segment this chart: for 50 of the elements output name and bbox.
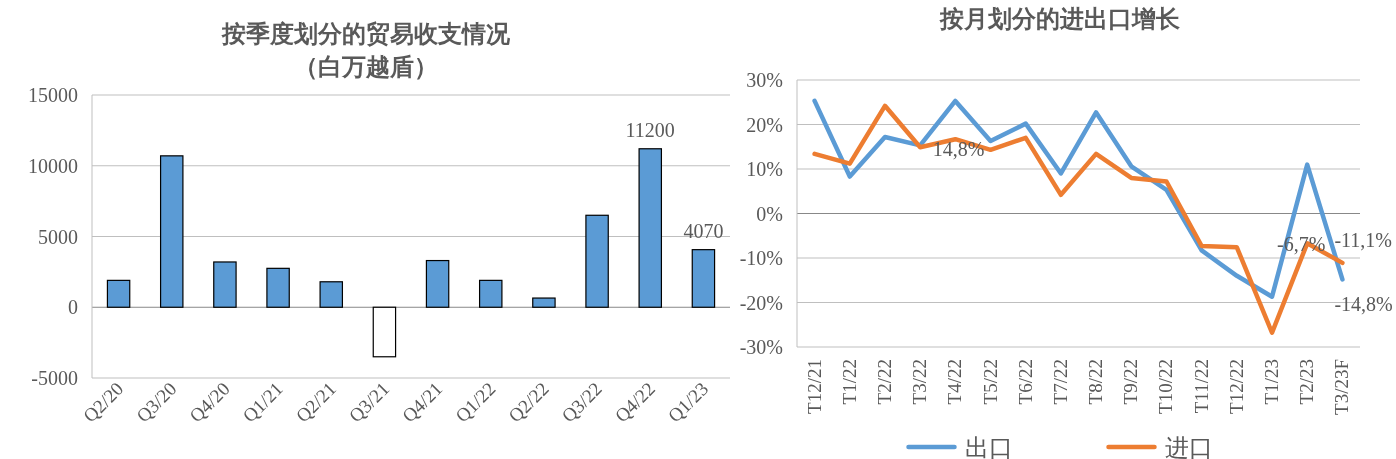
x-tick-label: T3/22 [909, 359, 931, 405]
x-tick-label: T12/22 [1225, 359, 1247, 414]
annotation: -14,8% [1334, 293, 1393, 316]
y-tick-label: 5000 [38, 225, 78, 248]
data-label: 11200 [625, 118, 675, 141]
chart-title: 按月划分的进出口增长 [939, 6, 1180, 32]
x-tick-label: T2/23 [1296, 359, 1318, 405]
bar [585, 214, 609, 308]
y-tick-label: 0% [756, 202, 783, 225]
bar [319, 281, 344, 308]
legend-label: 出口 [964, 435, 1013, 459]
x-tick-label: T8/22 [1085, 359, 1107, 405]
x-tick-label: T12/21 [803, 359, 825, 414]
y-tick-label: 0 [68, 296, 78, 319]
y-tick-label: 30% [746, 69, 783, 91]
bar [638, 148, 663, 308]
chart-subtitle: （白万越盾） [294, 54, 438, 80]
x-tick-label: T11/22 [1190, 359, 1212, 414]
y-tick-label: -20% [739, 291, 783, 314]
x-tick-label: T3/23F [1331, 359, 1353, 415]
y-tick-label: 10000 [28, 154, 78, 177]
x-tick-label: T2/22 [873, 359, 895, 405]
y-tick-label: 10% [746, 158, 783, 180]
legend-label: 进口 [1164, 435, 1213, 459]
x-tick-label: T10/22 [1155, 359, 1177, 414]
x-tick-label: T4/22 [944, 359, 966, 405]
x-tick-label: T7/22 [1049, 359, 1071, 405]
bar [691, 249, 716, 308]
y-tick-label: -5000 [31, 367, 78, 389]
data-label: 4070 [683, 219, 724, 242]
bar [266, 267, 290, 308]
x-tick-label: T9/22 [1120, 359, 1142, 405]
bar [213, 261, 237, 308]
bar [106, 279, 131, 308]
y-tick-label: 20% [746, 113, 783, 136]
annotation: 14,8% [932, 137, 985, 160]
y-tick-label: 15000 [28, 84, 78, 106]
x-tick-label: T1/23 [1261, 359, 1283, 405]
bar [372, 306, 397, 358]
bar [425, 259, 450, 308]
x-tick-label: T1/22 [838, 359, 860, 405]
x-tick-label: T5/22 [979, 359, 1001, 405]
y-tick-label: -10% [739, 247, 783, 269]
x-tick-label: T6/22 [1014, 359, 1036, 405]
chart-title: 按季度划分的贸易收支情况 [221, 21, 511, 47]
annotation: -11,1% [1334, 228, 1392, 251]
y-tick-label: -30% [739, 336, 783, 358]
bar [478, 279, 503, 308]
bar [532, 297, 556, 308]
bar [159, 155, 184, 308]
